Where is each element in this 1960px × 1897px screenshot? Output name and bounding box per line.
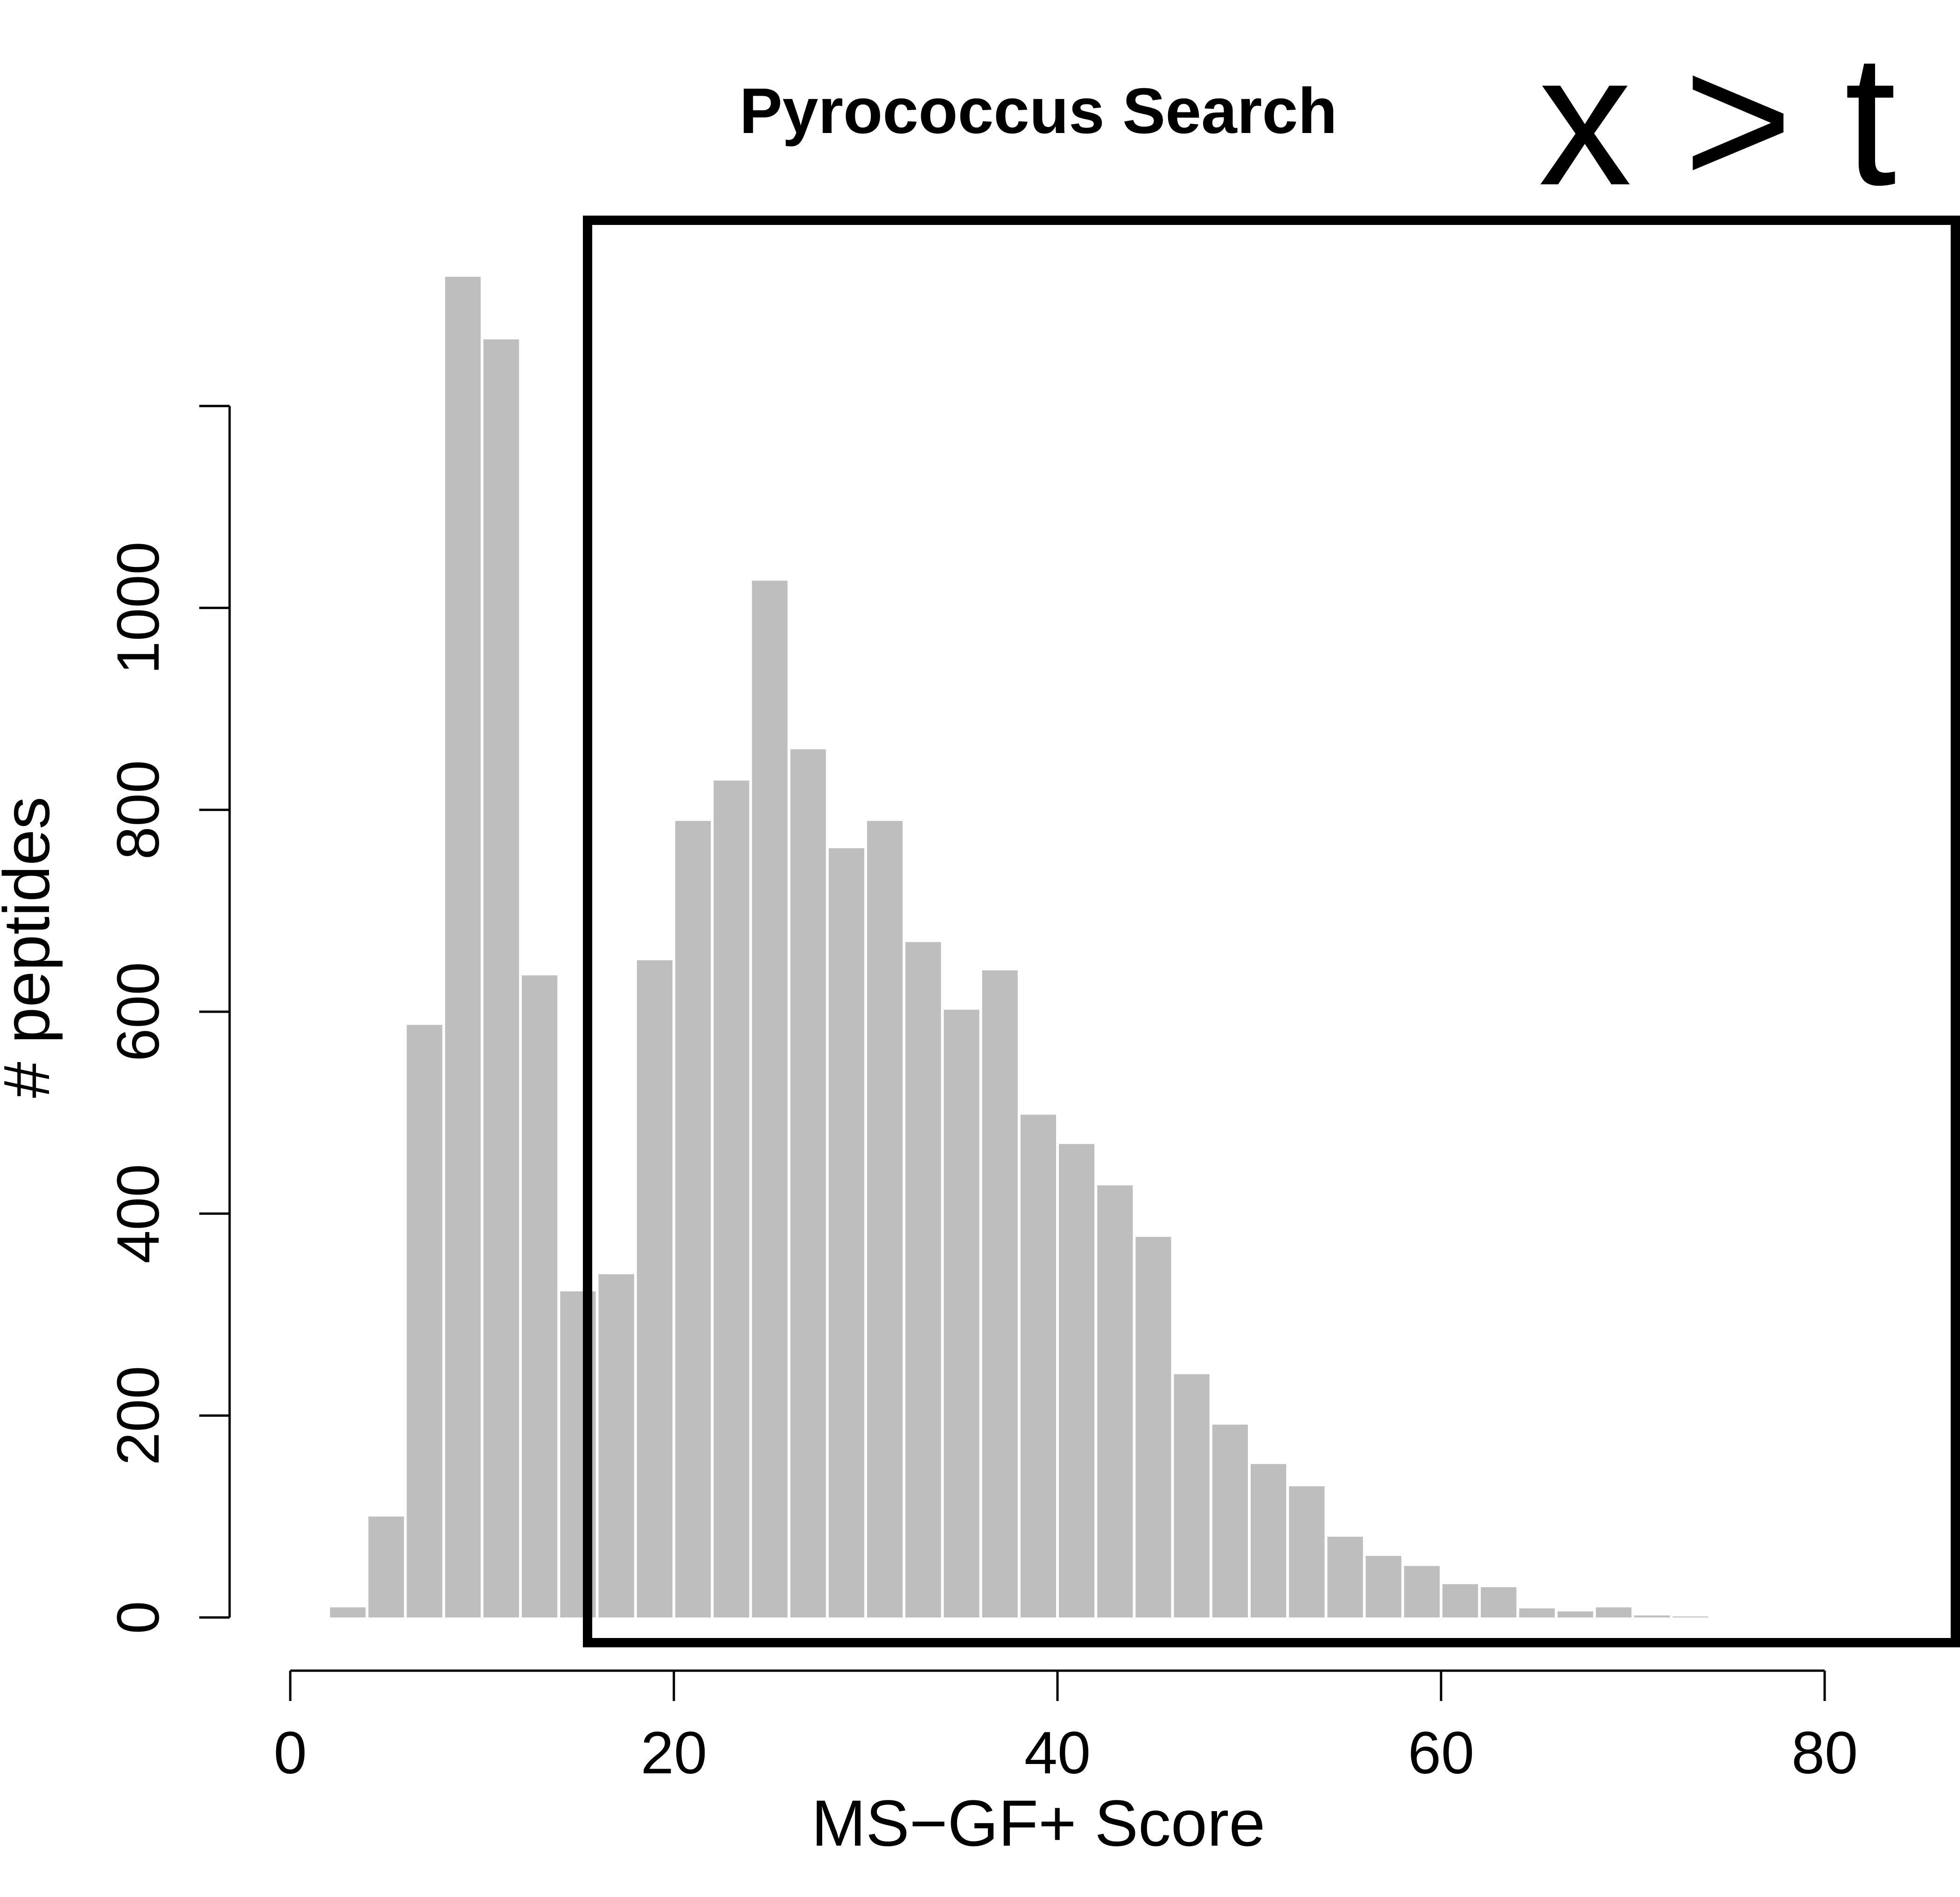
histogram-bar [714,780,749,1617]
y-tick-label: 200 [105,1366,172,1466]
histogram-bar [752,581,788,1617]
y-tick-label: 0 [105,1601,172,1634]
x-tick-label: 60 [1408,1720,1474,1786]
histogram-bar [445,277,481,1618]
y-axis-title: # peptides [0,797,63,1098]
histogram-bar [1365,1556,1401,1617]
histogram-bar [483,339,519,1617]
y-tick-label: 1000 [105,541,172,674]
y-tick-label: 600 [105,962,172,1062]
histogram-bar [1442,1584,1478,1617]
histogram-bar [598,1274,634,1617]
histogram-bar [522,975,558,1617]
y-tick-label: 400 [105,1164,172,1264]
histogram-bar [790,749,826,1617]
x-axis-title: MS−GF+ Score [812,1786,1266,1860]
histogram-bar [1212,1424,1248,1617]
threshold-annotation: x > t [1539,15,1897,224]
histogram-bar [905,942,941,1617]
chart-title: Pyrococcus Search [739,75,1337,147]
histogram-bar [675,821,711,1617]
histogram-bar [1174,1374,1210,1617]
threshold-region-box [583,216,1960,1647]
histogram-bar [1289,1486,1325,1617]
y-axis-ticks: 0 200 400 600 800 1000 [105,405,230,1634]
histogram-bar [1097,1185,1133,1617]
histogram-bar [1020,1114,1056,1617]
histogram-bar [828,848,864,1617]
histogram-bar [1327,1536,1363,1617]
histogram-bar [1135,1237,1171,1617]
y-tick-label: 800 [105,760,172,860]
x-tick-label: 80 [1792,1720,1858,1786]
x-tick-label: 40 [1024,1720,1091,1786]
x-tick-label: 20 [641,1720,707,1786]
histogram-bar [406,1025,442,1617]
histogram-bar [368,1516,404,1617]
x-tick-label: 0 [273,1720,307,1786]
histogram-bar [330,1607,366,1617]
histogram-bar [637,960,672,1617]
histogram-bar [944,1009,980,1617]
histogram-bar [1481,1587,1517,1617]
x-axis-ticks: 0 20 40 60 80 [273,1671,1858,1786]
histogram-bars [330,277,1708,1618]
histogram-bar [867,821,903,1617]
histogram-bar [1404,1566,1440,1617]
histogram-bar [1059,1144,1095,1617]
histogram-bar [1634,1615,1670,1617]
histogram-bar [982,970,1018,1617]
histogram-bar [1557,1611,1593,1617]
histogram-bar [1519,1608,1555,1617]
histogram-bar [1251,1464,1287,1617]
histogram-bar [1596,1607,1631,1617]
